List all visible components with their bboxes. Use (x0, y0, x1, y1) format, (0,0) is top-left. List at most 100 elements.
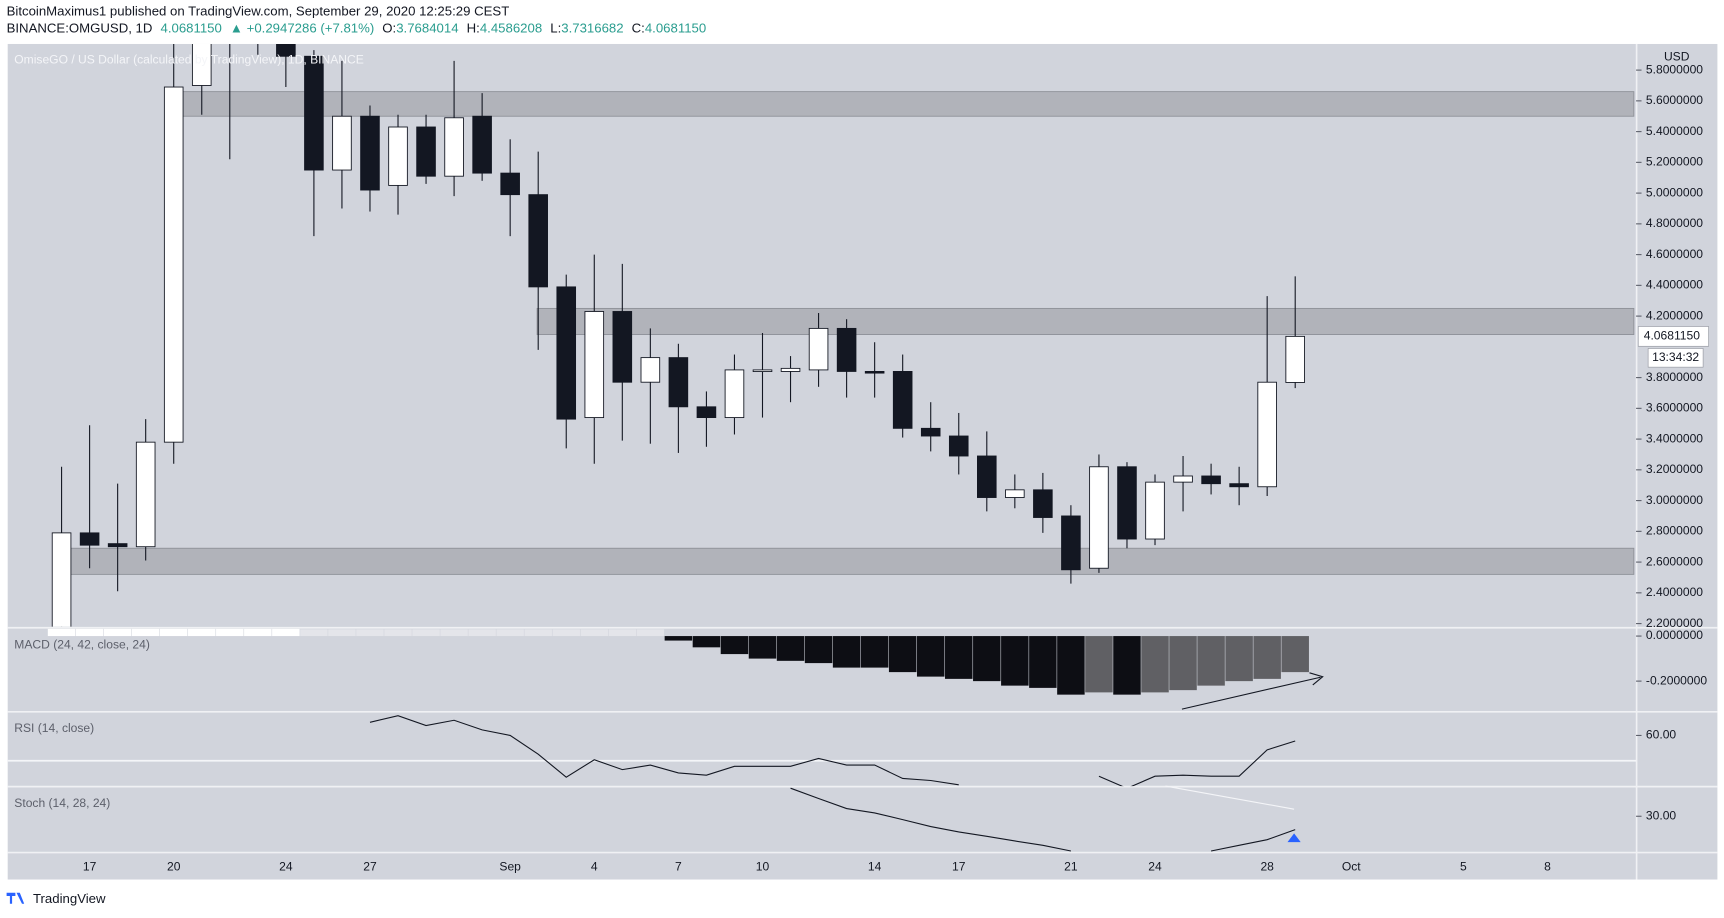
histogram-bar (720, 636, 749, 655)
candle-body (51, 532, 72, 627)
y-tick-label: 3.8000000 (1646, 370, 1703, 384)
logo (6, 892, 25, 904)
histogram-bar (748, 636, 777, 659)
candle-body (640, 357, 661, 383)
chart-area (7, 43, 1718, 880)
histogram-bar (608, 629, 637, 637)
last-price-label: 4.0681150 (1644, 329, 1700, 343)
last-price-box (1637, 326, 1709, 347)
histogram-bar (103, 628, 132, 637)
histogram-bar (468, 629, 496, 637)
candle-body (612, 311, 633, 383)
x-tick-label: 8 (1544, 860, 1551, 874)
histogram-bar (1029, 636, 1057, 688)
candle-body (864, 371, 885, 374)
y-tick-label: 5.4000000 (1646, 124, 1703, 138)
symbol-line: BINANCE:OMGUSD, 1D 4.0681150 ▲ +0.294728… (7, 21, 707, 36)
ohlc-value: 4.4586208 (480, 21, 542, 36)
histogram-bar (636, 629, 665, 637)
indicator-label: MACD (24, 42, close, 24) (14, 638, 150, 652)
histogram-bar (1113, 636, 1141, 695)
candle-body (584, 311, 605, 419)
histogram-bar (384, 629, 412, 637)
countdown-box (1647, 348, 1704, 368)
candle-body (1173, 475, 1193, 483)
histogram-bar (1281, 636, 1309, 673)
candle-body (1229, 483, 1249, 488)
candle-body (1089, 466, 1109, 569)
candle-body (444, 117, 464, 177)
histogram-bar (159, 628, 188, 637)
candle-body (360, 115, 380, 191)
zone (536, 307, 1635, 335)
candle-body (1145, 481, 1165, 540)
histogram-bar (580, 629, 609, 637)
x-tick-label: 5 (1460, 860, 1467, 874)
change: ▲ +0.2947286 (+7.81%) (230, 21, 374, 36)
y-tick-label: 4.8000000 (1646, 216, 1703, 230)
zone (60, 547, 1635, 575)
x-tick-label: 10 (756, 860, 770, 874)
candle-body (948, 435, 969, 457)
x-tick-label: Oct (1342, 860, 1361, 874)
candle-body (107, 543, 128, 548)
ohlc-label: H: (467, 21, 480, 36)
candle-body (752, 369, 773, 372)
x-tick-label: 17 (83, 860, 97, 874)
y-tick-label: 2.8000000 (1646, 524, 1703, 538)
x-tick-label: 28 (1260, 860, 1274, 874)
ohlc-value: 3.7684014 (396, 21, 458, 36)
histogram-bar (496, 629, 524, 637)
brand: TradingView (33, 891, 106, 906)
indicator-label: Stoch (14, 28, 24) (14, 796, 110, 810)
candle-body (163, 86, 184, 443)
y-tick-label: 4.6000000 (1646, 247, 1703, 261)
candle-body (135, 441, 156, 548)
candle-body (304, 55, 324, 171)
y-tick-label: 5.6000000 (1646, 93, 1703, 107)
y-tick-label: 60.00 (1646, 728, 1677, 742)
indicator-line (790, 787, 1072, 852)
candle-body (528, 194, 548, 288)
y-tick-label: 5.0000000 (1646, 185, 1703, 199)
histogram-bar (1057, 636, 1085, 695)
y-tick-label: 5.8000000 (1646, 62, 1703, 76)
candle-body (696, 406, 717, 419)
candle-body (191, 43, 212, 86)
candle-body (1285, 335, 1305, 383)
histogram-bar (945, 636, 973, 679)
y-tick-label: 3.0000000 (1646, 493, 1703, 507)
histogram-bar (412, 629, 440, 637)
candle-body (780, 367, 801, 372)
x-tick-label: 20 (167, 860, 181, 874)
histogram-bar (832, 636, 861, 668)
published-line: BitcoinMaximus1 published on TradingView… (7, 4, 510, 19)
candle-body (416, 126, 436, 177)
y-tick-label: -0.2000000 (1646, 673, 1707, 687)
x-tick-label: 17 (952, 860, 966, 874)
x-tick-label: Sep (499, 860, 521, 874)
indicator-label: RSI (14, close) (14, 721, 94, 735)
candle-body (1201, 475, 1221, 485)
histogram-bar (860, 636, 889, 668)
indicator-line (1210, 829, 1296, 852)
histogram-bar (1169, 636, 1197, 691)
candle-body (276, 43, 296, 57)
histogram-bar (973, 636, 1001, 682)
x-tick-label: 4 (591, 860, 598, 874)
currency: USD (1664, 49, 1690, 63)
histogram-bar (804, 636, 833, 664)
arrow-head (1309, 672, 1324, 686)
histogram-bar (664, 636, 693, 641)
y-tick-label: 4.4000000 (1646, 278, 1703, 292)
histogram-bar (244, 628, 272, 637)
histogram-bar (1225, 636, 1253, 682)
histogram-bar (1253, 636, 1281, 679)
candle-body (920, 427, 941, 437)
y-tick-label: 0.0000000 (1646, 628, 1703, 642)
candle-body (1257, 381, 1277, 488)
histogram-bar (47, 628, 76, 637)
candle-body (1061, 515, 1081, 571)
